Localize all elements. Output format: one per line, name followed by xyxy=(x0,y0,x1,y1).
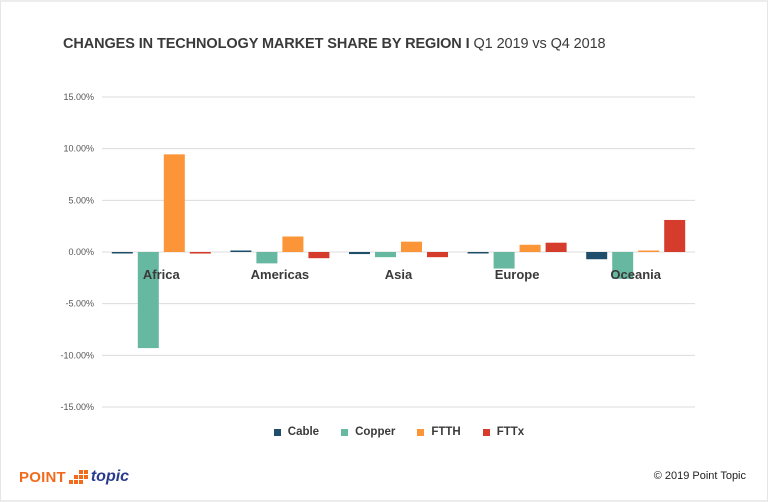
legend: Cable Copper FTTH FTTx xyxy=(0,426,768,438)
point-topic-logo: POINT topic xyxy=(19,468,129,486)
legend-label: FTTH xyxy=(431,426,461,438)
bar-cable-asia xyxy=(349,252,370,255)
category-label: Europe xyxy=(495,267,540,282)
bar-cable-africa xyxy=(111,252,133,254)
category-label: Americas xyxy=(251,267,310,282)
bar-fttx-oceania xyxy=(664,219,686,252)
category-labels: Africa Americas Asia Europe Oceania xyxy=(143,267,662,282)
legend-item-cable: Cable xyxy=(273,426,320,438)
bar-ftth-africa xyxy=(163,154,185,252)
bar-ftth-europe xyxy=(519,244,541,252)
legend-swatch xyxy=(417,428,425,436)
chart-title: CHANGES IN TECHNOLOGY MARKET SHARE BY RE… xyxy=(63,36,606,52)
bar-ftth-oceania xyxy=(638,250,660,252)
bar-copper-asia xyxy=(375,252,396,258)
bar-cable-europe xyxy=(467,252,489,254)
legend-item-fttx: FTTx xyxy=(482,426,525,438)
y-tick-label: -5.00% xyxy=(65,299,94,309)
y-tick-label: 5.00% xyxy=(68,195,94,205)
y-tick-label: 0.00% xyxy=(68,247,94,257)
y-axis-ticks: 15.00% 10.00% 5.00% 0.00% -5.00% -10.00% -15.0… xyxy=(60,92,94,412)
copyright: © 2019 Point Topic xyxy=(653,470,746,482)
bar-copper-oceania xyxy=(612,252,634,279)
logo-topic-text: topic xyxy=(90,468,130,485)
legend-swatch xyxy=(482,428,490,436)
legend-label: Copper xyxy=(355,426,396,438)
y-tick-label: 15.00% xyxy=(63,92,94,102)
chart-title-separator: I xyxy=(465,36,470,52)
chart-title-main: CHANGES IN TECHNOLOGY MARKET SHARE BY RE… xyxy=(63,36,462,52)
legend-swatch xyxy=(273,428,281,436)
bar-ftth-asia xyxy=(401,241,422,252)
bars xyxy=(111,154,686,349)
y-tick-label: -15.00% xyxy=(60,402,94,412)
legend-swatch xyxy=(341,428,349,436)
bar-ftth-americas xyxy=(282,236,304,252)
category-label: Asia xyxy=(385,267,413,282)
bar-copper-americas xyxy=(256,252,278,264)
legend-item-copper: Copper xyxy=(341,426,395,438)
category-label: Oceania xyxy=(610,267,661,282)
logo-point-text: POINT xyxy=(19,468,66,486)
legend-label: Cable xyxy=(287,426,320,438)
bar-fttx-americas xyxy=(308,252,330,259)
bar-copper-africa xyxy=(137,252,159,349)
y-tick-label: -10.00% xyxy=(60,350,94,360)
y-tick-label: 10.00% xyxy=(63,144,94,154)
bar-cable-oceania xyxy=(586,252,608,260)
legend-item-ftth: FTTH xyxy=(417,426,461,438)
bar-fttx-europe xyxy=(545,242,567,252)
bar-fttx-africa xyxy=(189,252,211,254)
logo-squares-icon xyxy=(68,470,88,484)
category-label: Africa xyxy=(143,267,181,282)
bar-fttx-asia xyxy=(427,252,448,258)
chart-title-period: Q1 2019 vs Q4 2018 xyxy=(473,36,606,52)
legend-label: FTTx xyxy=(496,426,525,438)
bar-cable-americas xyxy=(230,250,252,252)
bar-copper-europe xyxy=(493,252,515,269)
